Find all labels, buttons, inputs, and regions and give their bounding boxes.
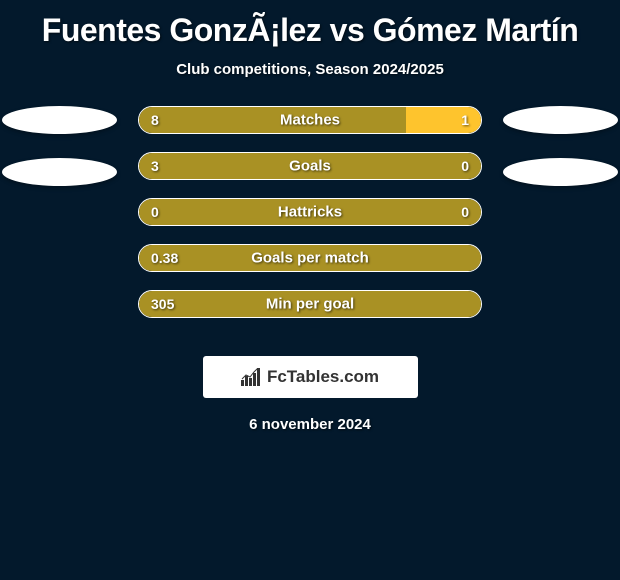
player-oval-right xyxy=(503,106,618,134)
stat-value-right: 0 xyxy=(461,158,469,174)
stat-bar-right-fill xyxy=(406,107,481,133)
comparison-subtitle: Club competitions, Season 2024/2025 xyxy=(0,61,620,78)
stat-label: Hattricks xyxy=(278,204,342,221)
stat-row: 0 Hattricks 0 xyxy=(0,198,620,244)
stat-label: Matches xyxy=(280,112,340,129)
branding-text: FcTables.com xyxy=(267,367,379,387)
stat-value-right: 1 xyxy=(461,112,469,128)
player-oval-left xyxy=(2,106,117,134)
comparison-chart: 8 Matches 1 3 Goals 0 0 Hattricks 0 0.38 Goals per… xyxy=(0,106,620,336)
stat-value-left: 0 xyxy=(151,204,159,220)
stat-value-left: 305 xyxy=(151,296,174,312)
player-oval-right xyxy=(503,158,618,186)
stat-label: Goals per match xyxy=(251,250,369,267)
comparison-title: Fuentes GonzÃ¡lez vs Gómez Martín xyxy=(0,0,620,49)
stat-bar: 3 Goals 0 xyxy=(138,152,482,180)
comparison-date: 6 november 2024 xyxy=(0,416,620,433)
stat-bar: 305 Min per goal xyxy=(138,290,482,318)
stat-label: Goals xyxy=(289,158,331,175)
stat-bar-left-fill xyxy=(139,107,406,133)
stat-row: 3 Goals 0 xyxy=(0,152,620,198)
stat-value-left: 8 xyxy=(151,112,159,128)
stat-label: Min per goal xyxy=(266,296,354,313)
player-oval-left xyxy=(2,158,117,186)
stat-bar: 8 Matches 1 xyxy=(138,106,482,134)
stat-row: 8 Matches 1 xyxy=(0,106,620,152)
stat-value-right: 0 xyxy=(461,204,469,220)
stat-row: 305 Min per goal xyxy=(0,290,620,336)
stat-bar: 0.38 Goals per match xyxy=(138,244,482,272)
stat-row: 0.38 Goals per match xyxy=(0,244,620,290)
stat-value-left: 3 xyxy=(151,158,159,174)
stat-value-left: 0.38 xyxy=(151,250,178,266)
branding-logo: FcTables.com xyxy=(203,356,418,398)
stat-bar: 0 Hattricks 0 xyxy=(138,198,482,226)
bars-icon xyxy=(241,368,261,386)
